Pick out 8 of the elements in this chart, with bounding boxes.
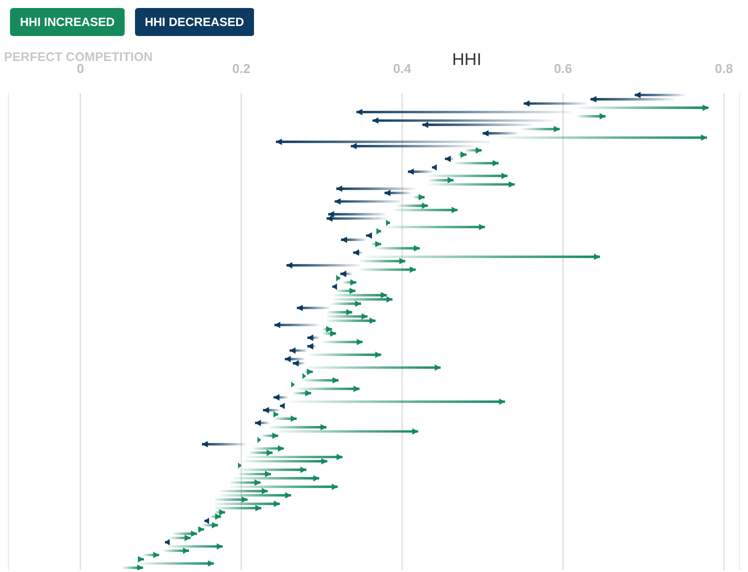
x-tick-label: 0.2 xyxy=(232,61,250,76)
x-axis-title: HHI xyxy=(452,50,482,70)
x-tick-label: 0.8 xyxy=(714,61,733,76)
text: HHI DECREASED xyxy=(144,15,244,29)
text: HHI INCREASED xyxy=(20,15,115,29)
x-tick-label: 0 xyxy=(76,61,84,76)
x-tick-label: 0.6 xyxy=(554,61,572,76)
x-tick-label: 0.4 xyxy=(393,61,412,76)
